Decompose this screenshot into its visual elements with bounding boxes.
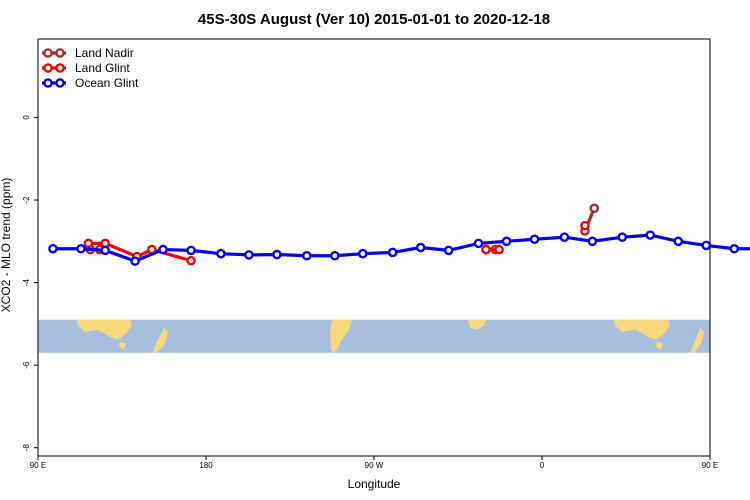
data-point: [387, 247, 398, 258]
y-tick-label: -4: [22, 278, 31, 286]
data-point: [501, 236, 512, 247]
landmass: [468, 319, 487, 330]
data-point: [481, 244, 491, 255]
landmass: [690, 327, 704, 353]
y-tick-label: 0: [22, 115, 31, 120]
data-point: [580, 220, 590, 231]
data-point: [301, 250, 312, 261]
legend-label: Ocean Glint: [75, 76, 139, 90]
world-map-band: [38, 319, 710, 353]
data-point: [357, 248, 368, 259]
legend-item: Land Glint: [42, 61, 130, 75]
plot-frame: [37, 38, 711, 457]
data-point: [186, 245, 196, 256]
y-tick-label: -2: [22, 196, 31, 204]
x-tick-label: 180: [199, 461, 213, 470]
data-point: [48, 243, 58, 254]
data-point: [216, 248, 226, 259]
landmass: [656, 341, 663, 350]
data-point: [83, 238, 94, 249]
landmass: [330, 319, 352, 353]
legend-swatch-marker: [55, 63, 65, 73]
series-land-glint: [83, 220, 590, 266]
chart-title: 45S-30S August (Ver 10) 2015-01-01 to 20…: [198, 11, 550, 28]
data-point: [186, 255, 196, 266]
data-point: [729, 243, 740, 254]
data-point: [587, 236, 598, 247]
data-point: [158, 244, 168, 255]
y-axis-label: XCO2 - MLO trend (ppm): [0, 178, 13, 313]
landmass: [614, 319, 670, 340]
legend-swatch-marker: [43, 48, 53, 58]
legend-item: Ocean Glint: [42, 76, 139, 90]
series-layer: [48, 203, 750, 266]
data-point: [329, 250, 340, 261]
data-point: [76, 243, 86, 254]
data-point: [559, 232, 570, 242]
data-point: [529, 234, 540, 245]
data-point: [473, 238, 484, 249]
x-axis-label: Longitude: [348, 477, 401, 491]
landmass: [152, 327, 168, 353]
legend-swatch-marker: [55, 78, 65, 88]
x-tick-label: 90 W: [365, 461, 384, 470]
x-tick-label: 90 E: [30, 461, 46, 470]
series-ocean-glint: [48, 230, 750, 266]
data-point: [272, 249, 282, 260]
data-point: [589, 203, 600, 214]
data-point: [100, 245, 110, 256]
x-tick-label: 90 E: [702, 461, 718, 470]
data-point: [130, 256, 140, 266]
legend-swatch-marker: [43, 63, 53, 73]
data-point: [494, 244, 504, 255]
data-point: [645, 230, 656, 240]
data-point: [415, 242, 426, 253]
series-line: [52, 233, 750, 263]
legend-item: Land Nadir: [42, 46, 134, 60]
x-tick-label: 0: [540, 461, 545, 470]
data-point: [443, 245, 454, 256]
data-point: [673, 236, 684, 247]
legend-swatch-marker: [43, 78, 53, 88]
legend-label: Land Nadir: [75, 46, 134, 60]
y-tick-label: -6: [22, 361, 31, 369]
ocean-area: [38, 319, 710, 353]
data-point: [701, 240, 712, 251]
landmass: [119, 341, 126, 350]
landmass: [77, 319, 132, 340]
legend-label: Land Glint: [75, 61, 130, 75]
data-point: [244, 250, 254, 260]
y-tick-label: -8: [22, 444, 31, 452]
legend-swatch-marker: [55, 48, 65, 58]
data-point: [617, 232, 628, 242]
